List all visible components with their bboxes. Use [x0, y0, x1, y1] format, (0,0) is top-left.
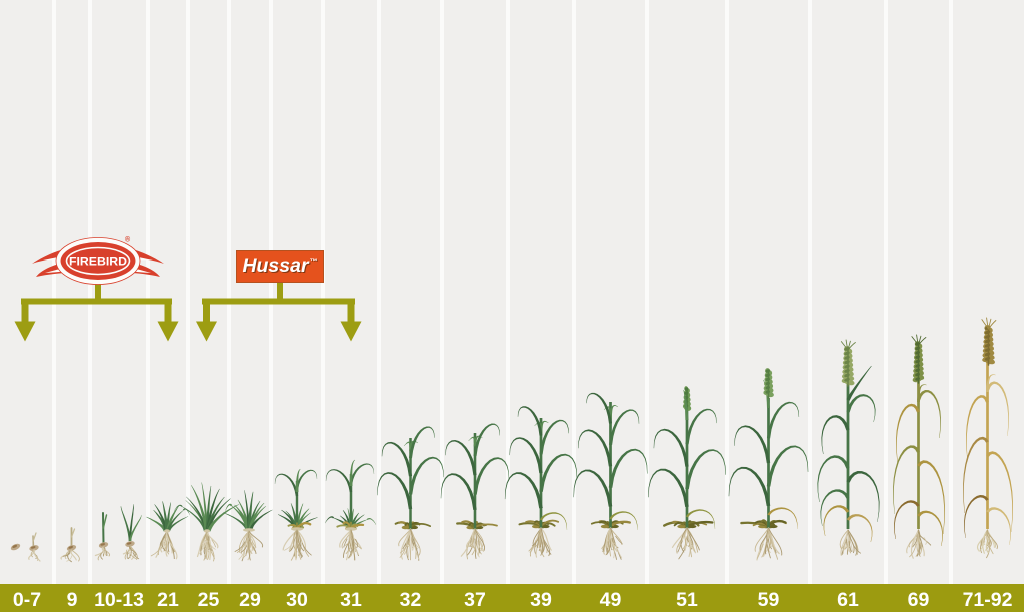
- svg-text:®: ®: [125, 236, 131, 244]
- svg-text:FIREBIRD: FIREBIRD: [69, 254, 127, 268]
